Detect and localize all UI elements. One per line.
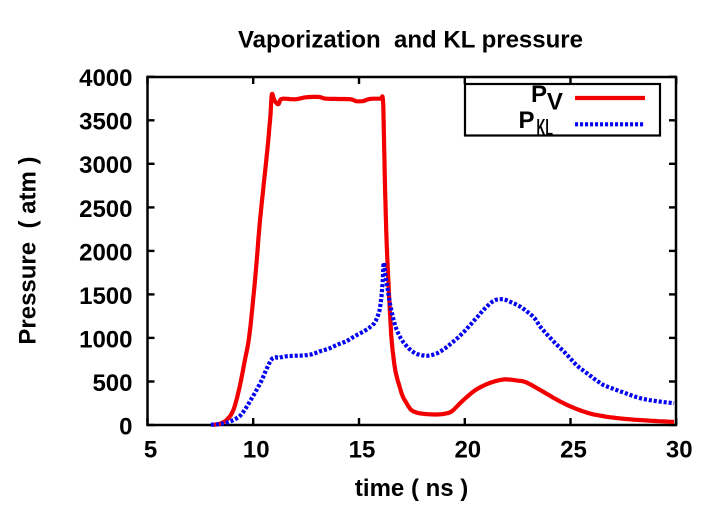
svg-text:3500: 3500	[79, 109, 132, 136]
svg-text:Vaporization and KL pressure: Vaporization and KL pressure	[238, 27, 583, 54]
svg-text:15: 15	[349, 437, 376, 464]
svg-text:3000: 3000	[79, 152, 132, 179]
svg-text:KL: KL	[537, 115, 554, 142]
svg-text:25: 25	[560, 437, 587, 464]
svg-text:time ( ns ): time ( ns )	[355, 475, 468, 502]
svg-text:P: P	[519, 107, 535, 134]
svg-text:10: 10	[243, 437, 270, 464]
svg-text:2000: 2000	[79, 239, 132, 266]
svg-text:P: P	[531, 81, 547, 108]
svg-text:Pressure ( atm ): Pressure ( atm )	[15, 157, 42, 345]
svg-text:5: 5	[144, 437, 157, 464]
svg-text:20: 20	[454, 437, 481, 464]
svg-text:0: 0	[119, 413, 132, 440]
svg-text:30: 30	[666, 437, 693, 464]
svg-text:2500: 2500	[79, 196, 132, 223]
svg-text:500: 500	[92, 370, 132, 397]
svg-text:1000: 1000	[79, 326, 132, 353]
svg-text:4000: 4000	[79, 65, 132, 92]
svg-text:V: V	[547, 89, 563, 116]
svg-text:1500: 1500	[79, 283, 132, 310]
